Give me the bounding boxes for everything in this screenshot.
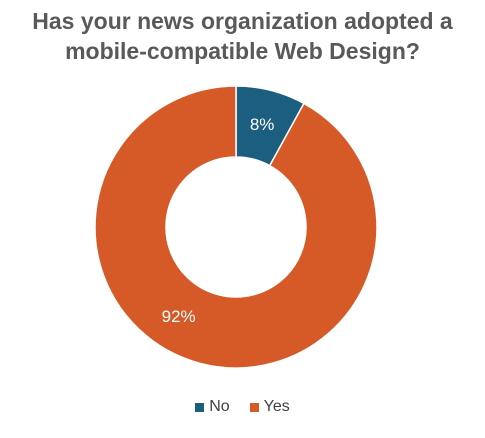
chart-title: Has your news organization adopted a mob… — [0, 6, 485, 66]
legend-item-yes: Yes — [249, 398, 290, 416]
chart-title-line-2: mobile-compatible Web Design? — [65, 38, 420, 64]
chart-title-line-1: Has your news organization adopted a — [32, 8, 453, 34]
legend-swatch-no — [195, 402, 205, 412]
legend-label-yes: Yes — [263, 398, 290, 415]
slice-yes — [94, 85, 378, 369]
legend: No Yes — [0, 398, 485, 416]
data-label-yes: 92% — [162, 307, 196, 326]
legend-label-no: No — [209, 398, 230, 415]
legend-swatch-yes — [249, 402, 259, 412]
legend-item-no: No — [195, 398, 230, 416]
data-label-no: 8% — [250, 115, 275, 134]
